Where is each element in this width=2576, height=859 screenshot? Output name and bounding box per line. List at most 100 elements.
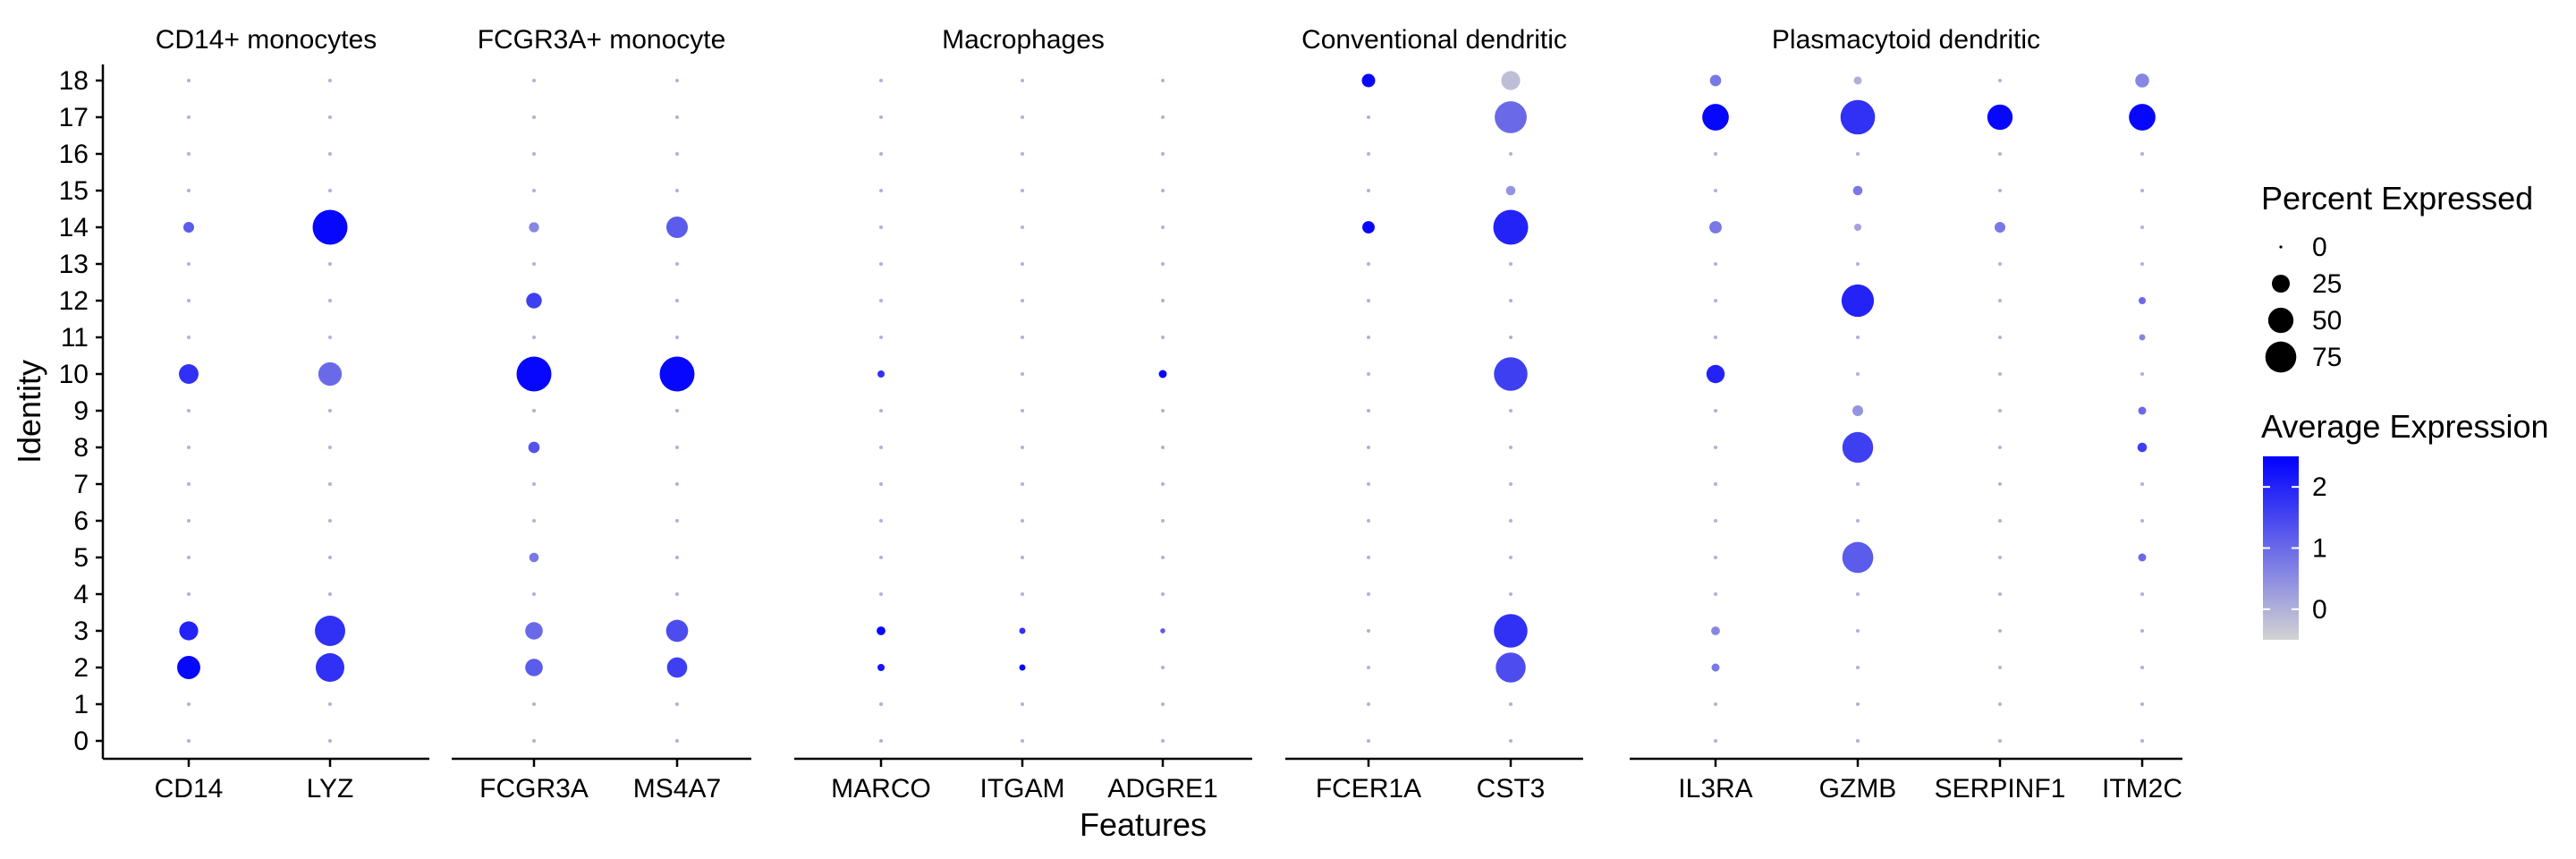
dot-point — [532, 152, 536, 156]
y-tick-label: 7 — [73, 470, 89, 499]
dot-point — [529, 222, 538, 232]
size-legend-dot — [2268, 308, 2293, 333]
dot-point — [1714, 299, 1717, 302]
dot-point — [183, 222, 194, 233]
dot-point — [1509, 482, 1513, 486]
dot-point — [187, 336, 191, 339]
dot-point — [187, 189, 191, 192]
dot-point — [1021, 372, 1024, 376]
dot-point — [318, 362, 342, 386]
dot-point — [328, 702, 332, 706]
dot-point — [1021, 299, 1024, 302]
feature-group-panel: Conventional dendritic FCER1A CST3 — [1285, 25, 1583, 804]
dot-point — [1998, 372, 2002, 376]
dot-point — [879, 189, 883, 192]
dot-point — [1998, 152, 2002, 156]
dot-point — [1509, 702, 1513, 706]
dot-point — [187, 299, 191, 302]
dot-point — [1021, 592, 1024, 596]
dot-point — [1367, 666, 1370, 669]
dot-point — [675, 519, 679, 523]
average-expression-legend: Average Expression 2 1 0 — [2261, 408, 2549, 640]
dot-point — [879, 336, 883, 339]
dot-point — [879, 152, 883, 156]
feature-group-panel: FCGR3A+ monocyte FCGR3A MS4A7 — [452, 25, 751, 804]
dot-point — [1159, 370, 1167, 378]
dot-point — [187, 702, 191, 706]
x-axis-title: Features — [1080, 806, 1207, 843]
x-tick-label: LYZ — [307, 774, 354, 804]
dot-point — [316, 653, 344, 682]
dot-point — [1367, 372, 1370, 376]
dot-point — [1856, 666, 1860, 669]
dot-point — [1367, 592, 1370, 596]
dot-point — [1161, 409, 1165, 412]
dot-point — [1714, 189, 1717, 192]
dot-point — [1021, 115, 1024, 119]
x-tick-label: MARCO — [831, 774, 931, 804]
dot-point — [2138, 443, 2148, 453]
dot-point — [1509, 739, 1513, 743]
percent-expressed-legend: Percent Expressed 0 25 50 75 — [2261, 180, 2533, 372]
dot-point — [1367, 115, 1370, 119]
dot-point — [1714, 592, 1717, 596]
dot-point — [1161, 702, 1165, 706]
dot-point — [1711, 626, 1720, 635]
y-tick-label: 11 — [61, 323, 89, 353]
dot-point — [1714, 482, 1717, 486]
dot-point — [187, 262, 191, 266]
dot-point — [1161, 115, 1165, 119]
dot-point — [879, 592, 883, 596]
dot-point — [1367, 629, 1370, 633]
dot-point — [1707, 365, 1724, 383]
dot-point — [1021, 262, 1024, 266]
dot-point — [1856, 592, 1860, 596]
dot-point — [525, 659, 543, 676]
dot-point — [1020, 628, 1026, 634]
dot-point — [1709, 221, 1722, 234]
dot-point — [1021, 79, 1024, 82]
dot-point — [1021, 336, 1024, 339]
dot-point — [879, 409, 883, 412]
dot-point — [1856, 629, 1860, 633]
dot-point — [879, 702, 883, 706]
dot-point — [1362, 221, 1375, 234]
y-tick-label: 5 — [73, 543, 89, 573]
dot-point — [675, 189, 679, 192]
dot-point — [187, 556, 191, 559]
dot-point — [879, 556, 883, 559]
dot-point — [1856, 739, 1860, 743]
dot-point — [879, 446, 883, 449]
dot-point — [1998, 592, 2002, 596]
average-expression-legend-title: Average Expression — [2261, 408, 2549, 445]
dot-point — [1998, 519, 2002, 523]
y-tick-label: 9 — [73, 396, 89, 426]
size-legend-label: 0 — [2312, 233, 2327, 262]
dot-point — [187, 739, 191, 743]
x-tick-label: ADGRE1 — [1107, 774, 1217, 804]
dot-point — [2140, 739, 2144, 743]
dot-point — [1161, 446, 1165, 449]
dot-point — [879, 739, 883, 743]
dot-point — [187, 519, 191, 523]
dot-point — [1714, 519, 1717, 523]
x-tick-label: SERPINF1 — [1935, 774, 2066, 804]
dot-point — [675, 446, 679, 449]
dot-point — [328, 189, 332, 192]
dot-point — [328, 336, 332, 339]
dot-point — [2139, 407, 2147, 415]
y-tick-label: 17 — [59, 103, 89, 132]
y-tick-label: 4 — [73, 580, 89, 609]
dot-point — [187, 482, 191, 486]
dot-point — [529, 442, 540, 454]
dot-point — [1509, 446, 1513, 449]
dot-point — [1841, 100, 1876, 135]
dot-point — [1856, 372, 1860, 376]
size-legend-dot — [2272, 275, 2290, 293]
x-tick-label: CST3 — [1477, 774, 1546, 804]
dot-point — [1998, 446, 2002, 449]
dot-point — [1854, 224, 1861, 231]
dot-point — [1367, 409, 1370, 412]
y-tick-label: 0 — [73, 727, 89, 756]
dot-point — [879, 225, 883, 229]
